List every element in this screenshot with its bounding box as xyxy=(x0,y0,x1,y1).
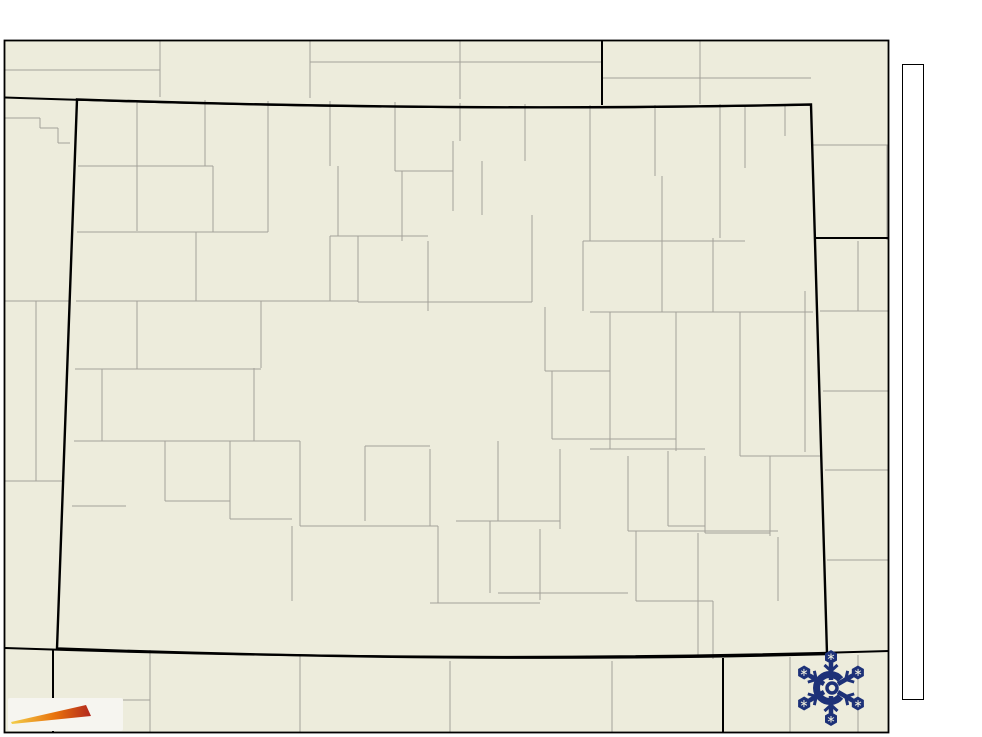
axes-frame xyxy=(3,39,890,734)
county-boundaries xyxy=(5,41,889,732)
acis-logo xyxy=(8,698,123,731)
snowflake-icon xyxy=(791,648,871,728)
map-background xyxy=(5,41,889,732)
acis-swoosh-icon xyxy=(11,705,91,724)
colorbar-gradient xyxy=(902,64,924,700)
